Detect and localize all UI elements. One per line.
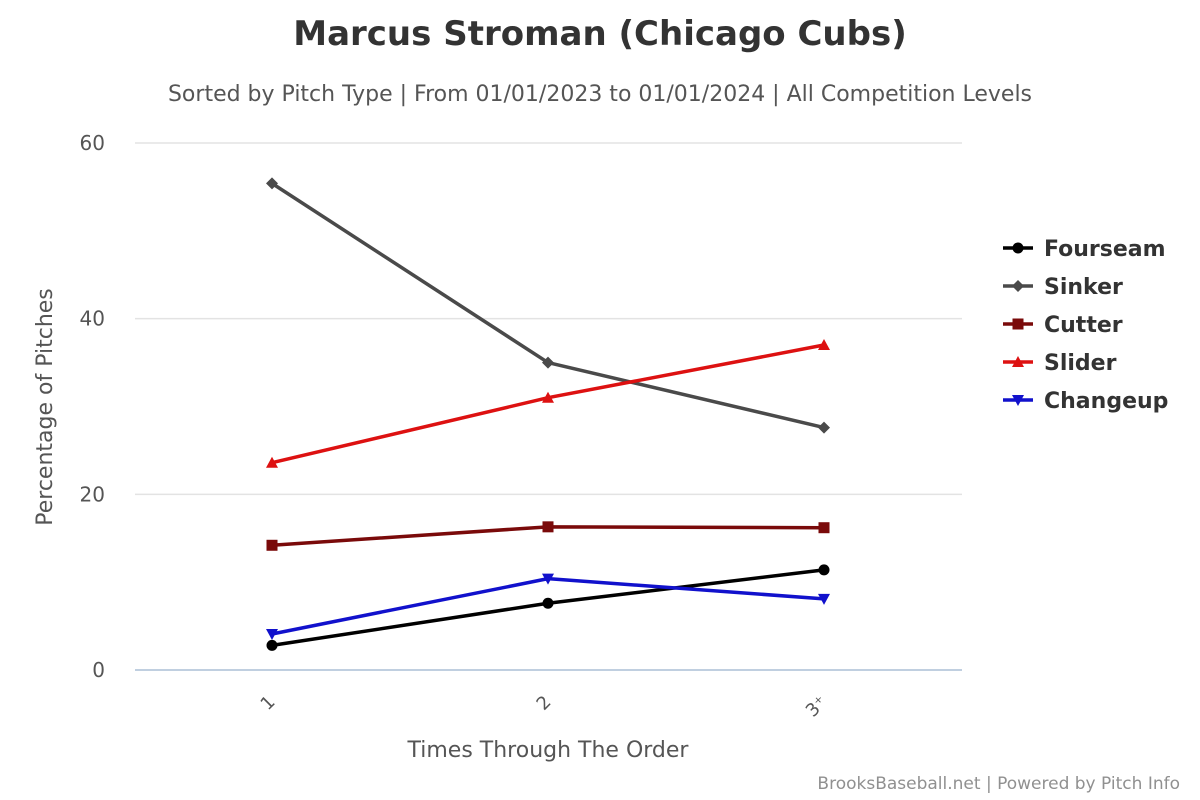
x-tick-label: 1 (257, 692, 280, 715)
series-cutter (266, 521, 830, 551)
series-sinker (266, 177, 830, 434)
legend-label: Sinker (1044, 275, 1123, 300)
slider-point[interactable] (542, 391, 554, 403)
slider-point[interactable] (818, 339, 830, 351)
legend-label: Changeup (1044, 389, 1168, 414)
legend-label: Cutter (1044, 313, 1123, 338)
sinker-point[interactable] (542, 356, 554, 369)
cutter-point[interactable] (818, 522, 830, 534)
fourseam-point[interactable] (266, 639, 278, 651)
sinker-line (270, 181, 826, 430)
y-tick-label: 0 (92, 658, 105, 682)
series-slider (266, 339, 830, 468)
y-tick-label: 20 (80, 482, 105, 506)
slider-point[interactable] (266, 456, 278, 468)
legend-marker (1012, 280, 1024, 292)
fourseam-point[interactable] (542, 597, 554, 609)
y-axis-title: Percentage of Pitches (33, 288, 58, 526)
fourseam-point[interactable] (818, 564, 830, 576)
series-group (266, 177, 830, 651)
y-tick-label: 40 (80, 307, 105, 331)
legend-label: Slider (1044, 351, 1117, 376)
legend: Fourseam Sinker Cutter Slider Changeup (1003, 237, 1168, 414)
chart-title: Marcus Stroman (Chicago Cubs) (293, 14, 907, 54)
legend-item-cutter[interactable]: Cutter (1003, 313, 1123, 338)
legend-item-fourseam[interactable]: Fourseam (1003, 237, 1166, 262)
cutter-point[interactable] (542, 521, 554, 533)
chart-subtitle: Sorted by Pitch Type | From 01/01/2023 t… (167, 82, 1033, 107)
sinker-point[interactable] (818, 421, 830, 434)
legend-label: Fourseam (1044, 237, 1166, 262)
changeup-point[interactable] (266, 628, 278, 640)
cutter-point[interactable] (266, 539, 278, 551)
legend-marker (1012, 356, 1024, 367)
sinker-point[interactable] (266, 177, 278, 190)
series-changeup (266, 573, 830, 640)
legend-item-sinker[interactable]: Sinker (1003, 275, 1123, 300)
grid-lines (135, 142, 962, 671)
y-tick-label: 60 (80, 131, 105, 155)
changeup-point[interactable] (542, 573, 554, 585)
legend-item-changeup[interactable]: Changeup (1003, 389, 1168, 414)
x-tick-label: 3⁺ (802, 692, 832, 722)
y-axis-ticks: 0 20 40 60 (80, 131, 105, 682)
changeup-point[interactable] (818, 593, 830, 605)
legend-marker (1012, 395, 1024, 406)
legend-marker (1012, 242, 1024, 254)
x-tick-label: 2 (533, 692, 556, 715)
legend-marker (1012, 318, 1024, 330)
legend-item-slider[interactable]: Slider (1003, 351, 1117, 376)
series-fourseam (266, 564, 830, 651)
x-axis-title: Times Through The Order (407, 738, 690, 763)
credits-text[interactable]: BrooksBaseball.net | Powered by Pitch In… (817, 774, 1180, 794)
x-axis-ticks: 1 2 3⁺ (257, 692, 832, 722)
